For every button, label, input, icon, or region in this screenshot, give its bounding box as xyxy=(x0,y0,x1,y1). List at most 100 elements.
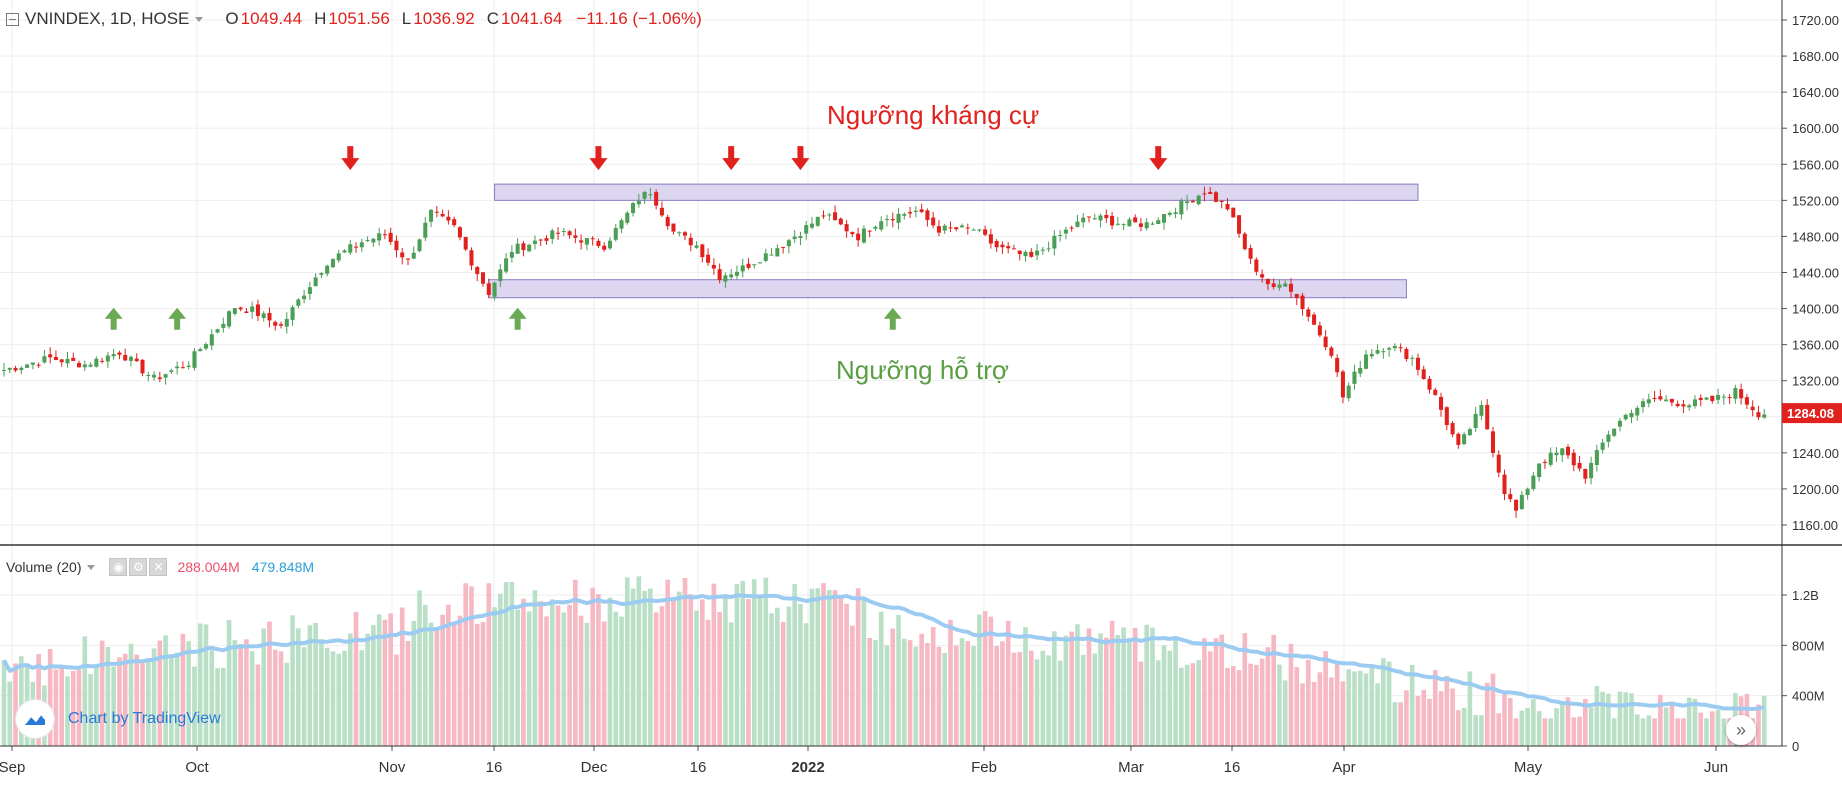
candle-body xyxy=(1052,235,1057,249)
candle-body xyxy=(134,358,139,362)
candle-body xyxy=(1473,413,1478,428)
volume-bar xyxy=(861,598,867,746)
candle-body xyxy=(844,224,849,232)
volume-bar xyxy=(705,619,711,746)
candle-body xyxy=(1000,244,1005,248)
gear-icon[interactable]: ⚙ xyxy=(129,558,148,576)
volume-bar xyxy=(1236,670,1242,746)
collapse-icon[interactable] xyxy=(6,12,19,26)
volume-bar xyxy=(1479,714,1484,746)
candle-body xyxy=(105,355,110,362)
candle-body xyxy=(30,362,35,365)
volume-bar xyxy=(630,588,636,746)
candle xyxy=(1213,190,1218,203)
volume-bar xyxy=(1121,627,1126,746)
candle-body xyxy=(278,324,284,326)
eye-icon[interactable]: ◉ xyxy=(109,558,128,576)
y-tick-label: 1400.00 xyxy=(1792,302,1839,317)
volume-label[interactable]: Volume (20) xyxy=(6,559,82,575)
candle xyxy=(1358,360,1363,378)
scroll-right-button[interactable]: » xyxy=(1726,715,1756,745)
candle xyxy=(198,347,203,352)
candle xyxy=(763,248,768,263)
volume-bar xyxy=(1669,701,1675,746)
candle xyxy=(954,226,959,232)
candle xyxy=(1658,389,1663,402)
candle-body xyxy=(330,259,335,268)
candle xyxy=(348,240,353,255)
x-tick-label: Nov xyxy=(379,759,406,776)
candle xyxy=(59,358,64,367)
tradingview-label[interactable]: Chart by TradingView xyxy=(68,710,221,727)
candle-body xyxy=(602,245,607,250)
candle xyxy=(7,367,12,374)
volume-bar xyxy=(1196,660,1201,746)
volume-bar xyxy=(394,654,399,746)
candle-body xyxy=(1658,396,1663,400)
candle-body xyxy=(1577,462,1582,469)
volume-bar xyxy=(734,584,740,746)
price-candles xyxy=(1,186,1767,518)
candle xyxy=(1675,400,1680,408)
volume-bar xyxy=(659,606,665,746)
close-icon[interactable]: ✕ xyxy=(149,558,168,576)
x-tick-label: 16 xyxy=(486,759,503,776)
price-legend: VNINDEX, 1D, HOSE O 1049.44 H 1051.56 L 103… xyxy=(6,9,702,29)
candle-body xyxy=(128,356,133,361)
candle xyxy=(1635,405,1640,421)
candle xyxy=(1219,200,1224,209)
volume-bar xyxy=(792,584,797,746)
candle xyxy=(1156,217,1161,225)
volume-bar xyxy=(1583,698,1588,746)
volume-bar xyxy=(480,622,486,746)
candle-body xyxy=(1669,398,1674,403)
candle xyxy=(1710,395,1715,404)
volume-bar xyxy=(440,614,445,746)
x-tick-label: Sep xyxy=(0,759,25,776)
candle-body xyxy=(1006,246,1011,249)
candle xyxy=(452,216,457,228)
candle-body xyxy=(936,226,941,233)
candle-body xyxy=(619,220,624,229)
candle xyxy=(1167,211,1172,217)
volume-bar xyxy=(1565,697,1571,746)
volume-bar xyxy=(1248,663,1253,746)
candle xyxy=(1664,395,1669,402)
high-value: 1051.56 xyxy=(328,9,390,28)
candle xyxy=(890,212,895,228)
y-tick-label: 1440.00 xyxy=(1792,266,1839,281)
candle-body xyxy=(856,233,861,241)
volume-bar xyxy=(1075,624,1080,746)
candle-body xyxy=(1531,475,1536,489)
x-tick-label: Feb xyxy=(971,759,997,776)
candle xyxy=(388,227,393,245)
candle-body xyxy=(1069,227,1074,229)
candle-body xyxy=(319,273,324,275)
volume-bar xyxy=(1415,695,1421,746)
volume-bar xyxy=(671,597,676,746)
candle xyxy=(359,238,364,252)
candle-body xyxy=(781,247,786,249)
volume-bar xyxy=(1017,652,1023,746)
candle-body xyxy=(1606,434,1611,442)
candle xyxy=(1502,469,1507,501)
chevron-down-icon[interactable] xyxy=(195,16,204,22)
candle xyxy=(25,363,30,368)
tradingview-badge[interactable]: Chart by TradingView xyxy=(16,700,221,738)
volume-bar xyxy=(798,604,803,746)
candle xyxy=(532,235,537,250)
candle-body xyxy=(71,357,76,361)
candle-body xyxy=(804,225,809,234)
candle xyxy=(1617,418,1622,432)
candle xyxy=(1531,471,1536,492)
x-tick-label: Dec xyxy=(581,759,608,776)
candle xyxy=(175,361,180,375)
symbol-label[interactable]: VNINDEX, 1D, HOSE xyxy=(25,9,190,28)
candle xyxy=(307,281,312,300)
candle-body xyxy=(1329,347,1334,356)
volume-bar xyxy=(163,635,168,746)
candle xyxy=(884,214,890,227)
candle-body xyxy=(1035,250,1040,256)
volume-bar xyxy=(538,601,544,746)
volume-chevron-icon[interactable] xyxy=(87,564,96,570)
